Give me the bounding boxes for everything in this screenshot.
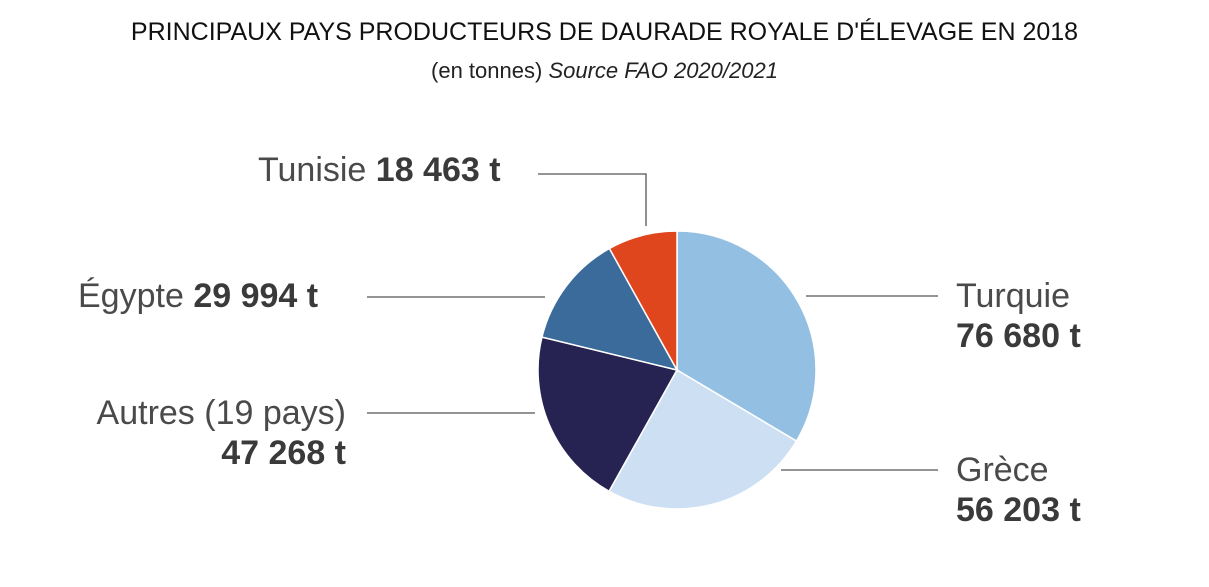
label-turquie-value: 76 680 t bbox=[956, 317, 1081, 355]
label-tunisie-name: Tunisie bbox=[258, 151, 367, 189]
label-autres-name: Autres (19 pays) bbox=[96, 394, 346, 432]
pie-slice-autres bbox=[537, 336, 679, 493]
pie-slice-tunisie bbox=[608, 230, 678, 373]
label-autres: Autres (19 pays) 47 268 t bbox=[40, 393, 346, 473]
leader-lines bbox=[367, 173, 938, 471]
label-turquie: Turquie 76 680 t bbox=[956, 276, 1081, 356]
label-grece-name: Grèce bbox=[956, 451, 1049, 489]
label-autres-value: 47 268 t bbox=[221, 434, 346, 472]
label-grece-value: 56 203 t bbox=[956, 491, 1081, 529]
pie-slice-egypte bbox=[541, 247, 679, 372]
label-egypte-value: 29 994 t bbox=[193, 277, 319, 315]
subtitle-unit: (en tonnes) bbox=[431, 58, 543, 83]
label-tunisie: Tunisie 18 463 t bbox=[258, 150, 501, 190]
pie-slice-grece bbox=[608, 368, 798, 510]
label-tunisie-value: 18 463 t bbox=[375, 151, 501, 189]
chart-subtitle: (en tonnes) Source FAO 2020/2021 bbox=[0, 58, 1209, 84]
label-turquie-name: Turquie bbox=[956, 277, 1071, 315]
label-egypte: Égypte 29 994 t bbox=[78, 276, 318, 316]
label-grece: Grèce 56 203 t bbox=[956, 450, 1081, 530]
leader-line-tunisie bbox=[538, 173, 647, 226]
pie-slice-turquie bbox=[676, 230, 817, 443]
pie-slices bbox=[537, 230, 817, 510]
subtitle-source: Source FAO 2020/2021 bbox=[548, 58, 778, 83]
chart-title: PRINCIPAUX PAYS PRODUCTEURS DE DAURADE R… bbox=[130, 18, 1079, 46]
label-egypte-name: Égypte bbox=[78, 277, 184, 315]
